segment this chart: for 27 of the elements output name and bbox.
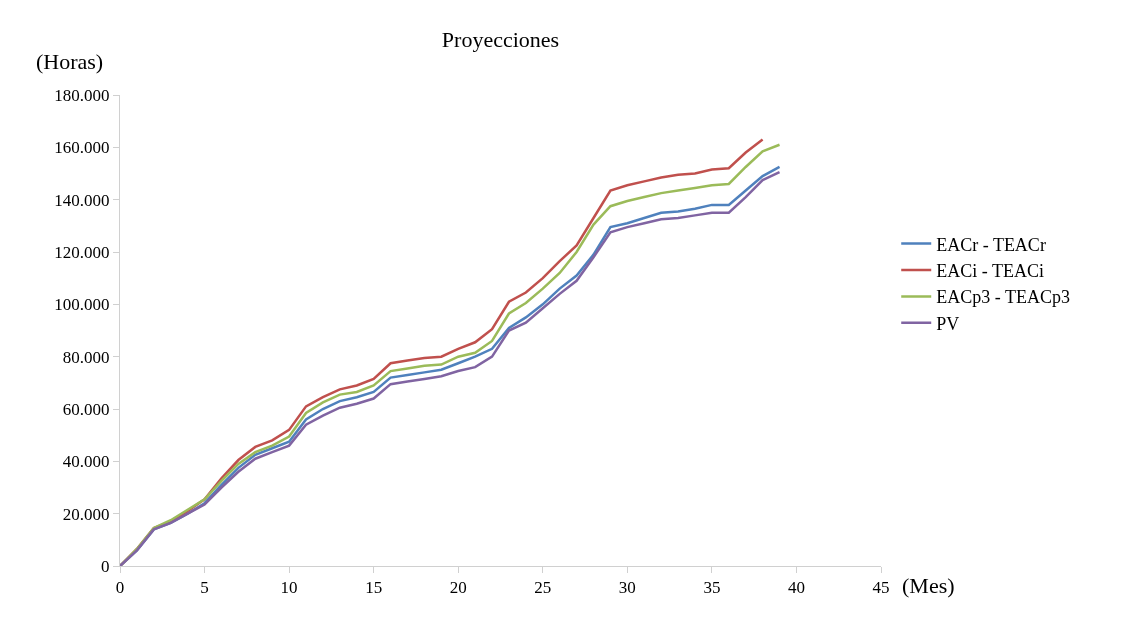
x-tick-label: 5	[200, 578, 209, 598]
chart-title: Proyecciones	[441, 26, 560, 52]
x-tick-label: 25	[534, 578, 552, 598]
y-tick-label: 40.000	[62, 452, 110, 472]
legend-label: PV	[936, 313, 960, 334]
x-tick-label: 10	[280, 578, 298, 598]
x-axis-title: (Mes)	[902, 573, 955, 598]
y-axis-title: (Horas)	[36, 49, 104, 74]
y-tick-label: 80.000	[62, 347, 110, 367]
y-tick-label: 160.000	[54, 138, 110, 158]
y-tick-label: 20.000	[62, 504, 110, 524]
legend-label: EACi - TEACi	[936, 261, 1044, 282]
y-tick-label: 0	[101, 556, 110, 576]
x-tick-label: 20	[449, 578, 467, 598]
x-tick-label: 45	[872, 578, 890, 598]
x-tick-label: 30	[618, 578, 636, 598]
x-tick-label: 15	[365, 578, 383, 598]
x-tick-label: 35	[703, 578, 721, 598]
x-tick-label: 40	[787, 578, 805, 598]
legend-label: EACp3 - TEACp3	[936, 287, 1070, 308]
legend-label: EACr - TEACr	[936, 234, 1046, 255]
y-tick-label: 100.000	[54, 295, 110, 315]
y-tick-label: 120.000	[54, 242, 110, 262]
y-tick-label: 140.000	[54, 190, 110, 210]
x-tick-label: 0	[115, 578, 125, 598]
y-tick-label: 180.000	[54, 85, 110, 105]
y-tick-label: 60.000	[62, 399, 110, 419]
